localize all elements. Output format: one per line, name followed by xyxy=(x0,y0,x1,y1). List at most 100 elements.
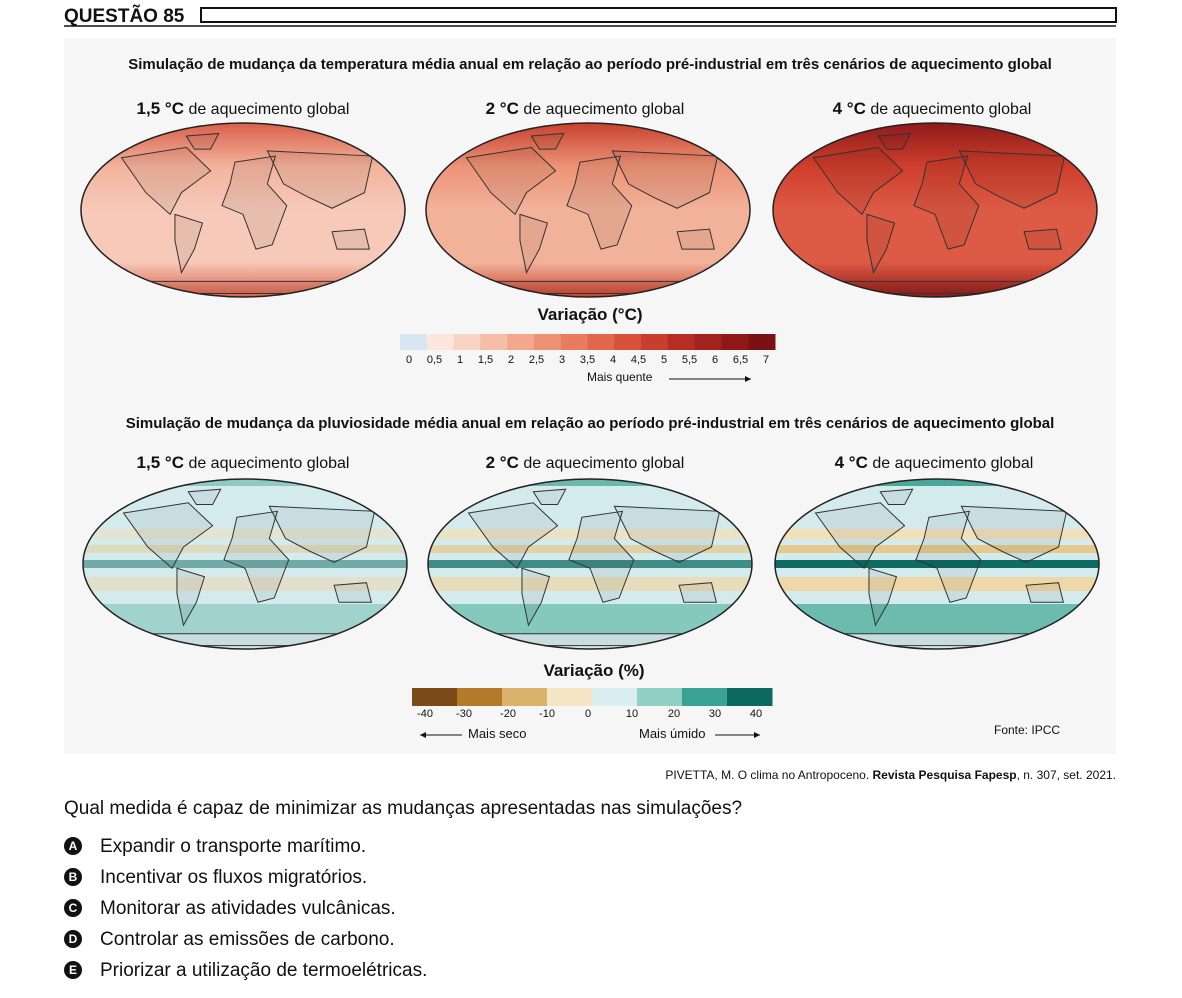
legend-tick: 40 xyxy=(749,708,763,720)
map-title: 1,5 °C de aquecimento global xyxy=(137,453,350,473)
precip-band xyxy=(83,577,407,591)
legend-swatch xyxy=(667,334,696,350)
legend-tick: 5,5 xyxy=(681,354,698,366)
continent xyxy=(469,503,558,568)
option: B Incentivar os fluxos migratórios. xyxy=(64,867,367,889)
map-outline xyxy=(427,478,753,650)
legend-tick: 3 xyxy=(558,354,566,366)
legend-tick: 1 xyxy=(456,354,464,366)
legend-tick: 5 xyxy=(660,354,668,366)
world-map xyxy=(81,123,405,297)
continent xyxy=(916,511,981,602)
option: C Monitorar as atividades vulcânicas. xyxy=(64,898,396,920)
legend-tick: -40 xyxy=(417,708,433,720)
temperature-field xyxy=(426,123,750,297)
precip-band xyxy=(83,560,407,568)
map-title: 4 °C de aquecimento global xyxy=(833,99,1032,119)
map-outline xyxy=(425,122,751,298)
legend-swatch xyxy=(592,688,638,706)
precip-band xyxy=(775,577,1099,591)
precip-band xyxy=(83,529,407,539)
question: Qual medida é capaz de minimizar as muda… xyxy=(64,798,743,819)
legend-swatch xyxy=(533,334,562,350)
option-letter: D xyxy=(64,930,82,948)
continent xyxy=(569,511,634,602)
map-suffix: de aquecimento global xyxy=(523,101,685,118)
option-text: Monitorar as atividades vulcânicas. xyxy=(100,898,396,919)
legend-swatch xyxy=(641,334,669,350)
world-map xyxy=(773,123,1097,297)
legend-swatch xyxy=(400,334,428,350)
legend-tick: 0 xyxy=(584,708,592,720)
continent xyxy=(334,583,371,603)
legend-tick: 30 xyxy=(708,708,722,720)
continent xyxy=(567,156,632,249)
legend-tick: 7 xyxy=(762,354,770,366)
continent xyxy=(814,147,903,214)
legend-swatch xyxy=(560,334,588,350)
question-number: QUESTÃO 85 xyxy=(64,6,185,27)
legend-swatch xyxy=(614,334,642,350)
map-title: 2 °C de aquecimento global xyxy=(486,99,685,119)
map-suffix: de aquecimento global xyxy=(188,101,350,118)
map-title: 4 °C de aquecimento global xyxy=(835,453,1034,473)
continent xyxy=(531,133,563,149)
map-title: 2 °C de aquecimento global xyxy=(486,453,685,473)
option: E Priorizar a utilização de termoelétrica… xyxy=(64,960,427,982)
legend-swatch xyxy=(727,688,773,706)
continent xyxy=(522,568,550,625)
legend-tick: 6 xyxy=(711,354,719,366)
precip-band xyxy=(83,545,407,553)
map-suffix: de aquecimento global xyxy=(872,455,1034,472)
map-outline xyxy=(80,122,406,298)
map-degree: 4 °C xyxy=(834,453,868,472)
continent xyxy=(222,156,287,249)
legend-tick: 4,5 xyxy=(630,354,647,366)
legend-swatch xyxy=(748,334,776,350)
map-outline xyxy=(772,122,1098,298)
citation-author: PIVETTA, M. O clima no Antropoceno. xyxy=(665,768,870,782)
precip-band xyxy=(775,529,1099,539)
precip-band xyxy=(775,545,1099,553)
continent xyxy=(177,568,205,625)
option-text: Controlar as emissões de carbono. xyxy=(100,929,395,950)
continent xyxy=(914,156,979,249)
legend-swatch xyxy=(457,688,503,706)
legend-tick: 3,5 xyxy=(579,354,596,366)
option-text: Priorizar a utilização de termoelétricas… xyxy=(100,960,428,981)
continent xyxy=(467,147,556,214)
legend-tick: 2,5 xyxy=(528,354,545,366)
legend-tick: 20 xyxy=(667,708,681,720)
legend-arrow-label: Mais úmido xyxy=(639,726,706,741)
precip-band xyxy=(428,577,752,591)
legend-arrow-label: Mais seco xyxy=(468,726,527,741)
option: A Expandir o transporte marítimo. xyxy=(64,836,366,858)
legend-arrow-label: Mais quente xyxy=(587,370,653,384)
precip-band xyxy=(83,479,407,486)
legend-title: Variação (%) xyxy=(543,661,645,680)
arrow-head xyxy=(420,732,426,738)
header-box xyxy=(200,7,1117,23)
legend-swatch xyxy=(721,334,749,350)
legend-tick: 0 xyxy=(405,354,413,366)
option-text: Expandir o transporte marítimo. xyxy=(100,836,367,857)
legend-swatch xyxy=(480,334,508,350)
map-degree: 4 °C xyxy=(832,99,866,118)
continent xyxy=(679,583,716,603)
continent xyxy=(1026,583,1063,603)
option-letter: B xyxy=(64,868,82,886)
precip-band xyxy=(428,560,752,568)
legend-tick: -30 xyxy=(456,708,472,720)
continent xyxy=(533,489,565,504)
precip-band xyxy=(775,560,1099,568)
citation-details: , n. 307, set. 2021. xyxy=(1016,768,1116,782)
map-title: 1,5 °C de aquecimento global xyxy=(137,99,350,119)
legend-swatch xyxy=(507,334,535,350)
temperature-field xyxy=(81,123,405,297)
precip-band xyxy=(428,545,752,553)
section-title: Simulação de mudança da temperatura médi… xyxy=(128,56,1052,73)
legend-swatch xyxy=(412,688,458,706)
legend-tick: -10 xyxy=(539,708,555,720)
